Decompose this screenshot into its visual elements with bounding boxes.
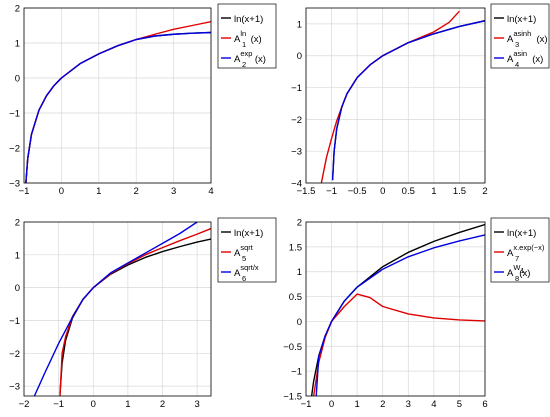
y-tick-label: −3	[291, 147, 302, 158]
legend-label: ln(x+1)	[507, 228, 536, 239]
y-tick-label: 1	[297, 19, 302, 30]
chart-panel-4: −1 0 1 2 3 4 5 6−1.5−1−0.500.511.52ln(x+1)Ax.ex…	[283, 217, 550, 410]
axes-frame	[305, 7, 486, 184]
legend-label: Aasin 4 (x)	[507, 49, 543, 69]
x-tick-label: 0	[91, 399, 96, 410]
plot-area	[306, 222, 485, 396]
chart-panel-1: −1 0 1 2 3 4 −3 −2 −1 0 1 2 ln(x+1) Aln 1 (x)Aexp 2 (x)	[9, 3, 277, 197]
x-tick-label: −1	[53, 399, 64, 410]
y-tick-label: 2	[15, 218, 20, 229]
x-tick-label: 0	[380, 186, 385, 197]
x-tick-label: 4	[208, 186, 213, 197]
legend-label: Ax.exp(−x)7(x)	[507, 243, 550, 263]
x-tick-label: 2	[134, 186, 139, 197]
x-tick-label: 2	[380, 399, 385, 410]
series-line-3	[331, 20, 485, 181]
chart-panel-2: −1.5 −1 −0.5 0 0.5 1 1.5 2 −4 −3 −2 −1 0 1 ln(x+1) Aasi…	[291, 3, 550, 197]
y-tick-label: 1	[297, 267, 302, 278]
x-tick-label: 6	[482, 399, 487, 410]
x-tick-label: 1.5	[453, 186, 466, 197]
series-line-3	[25, 31, 211, 183]
legend-label: Asqrt 5	[234, 243, 254, 263]
x-tick-label: 1	[125, 399, 130, 410]
x-tick-label: −0.5	[348, 186, 367, 197]
x-tick-label: −1	[19, 186, 30, 197]
y-tick-label: −1	[291, 367, 302, 378]
y-tick-label: −2	[9, 144, 20, 155]
x-tick-label: 0	[329, 399, 334, 410]
y-tick-label: −4	[291, 179, 302, 190]
legend-label: Aln 1 (x)	[234, 29, 262, 49]
axes-frame	[23, 7, 212, 184]
legend-label: ln(x+1)	[507, 14, 536, 25]
plot-area	[24, 8, 211, 183]
y-tick-label: 0	[297, 317, 302, 328]
y-tick-label: −3	[9, 179, 20, 190]
axes-frame	[23, 221, 212, 397]
legend: ln(x+1) Aln 1 (x)Aexp 2 (x)	[217, 3, 277, 69]
x-tick-label: 3	[171, 186, 176, 197]
y-tick-label: 1	[15, 250, 20, 261]
x-tick-label: −2	[19, 399, 30, 410]
y-tick-label: 0	[15, 283, 20, 294]
legend-label: AW1 8(x)	[507, 263, 530, 283]
x-tick-label: 2	[160, 399, 165, 410]
x-tick-label: 5	[457, 399, 462, 410]
plot-area	[306, 8, 485, 183]
legend-label: ln(x+1)	[234, 14, 263, 25]
y-tick-label: −1.5	[283, 392, 302, 403]
y-tick-label: 1	[15, 39, 20, 50]
legend-label: Asqrt/x 6	[234, 263, 259, 283]
y-tick-label: 1.5	[289, 242, 302, 253]
legend: ln(x+1) Aasinh 3 (x)Aasin 4 (x)	[490, 3, 550, 69]
x-tick-label: 3	[194, 399, 199, 410]
x-tick-label: 4	[431, 399, 436, 410]
x-tick-label: −1	[301, 399, 312, 410]
legend-label: Aexp 2 (x)	[234, 49, 266, 69]
y-tick-label: −1	[9, 109, 20, 120]
y-tick-label: 0.5	[289, 292, 302, 303]
y-tick-label: 2	[297, 218, 302, 229]
axes-frame	[305, 221, 486, 397]
x-tick-label: 1	[431, 186, 436, 197]
series-line-3	[33, 222, 198, 396]
y-tick-label: −2	[9, 349, 20, 360]
x-tick-label: −1.5	[297, 186, 316, 197]
x-tick-label: 1	[354, 399, 359, 410]
y-tick-label: −3	[9, 382, 20, 393]
y-tick-label: −1	[9, 316, 20, 327]
x-tick-label: 3	[406, 399, 411, 410]
x-tick-label: 0.5	[402, 186, 415, 197]
x-tick-label: 2	[482, 186, 487, 197]
plot-area	[24, 222, 211, 396]
x-tick-label: −1	[326, 186, 337, 197]
x-tick-label: 0	[59, 186, 64, 197]
y-tick-label: 0	[297, 51, 302, 62]
y-tick-label: −1	[291, 83, 302, 94]
series-line-3	[315, 234, 485, 396]
legend-label: Aasinh 3 (x)	[507, 29, 548, 49]
y-tick-label: 0	[15, 74, 20, 85]
legend-label: ln(x+1)	[234, 228, 263, 239]
y-tick-label: −0.5	[283, 342, 302, 353]
x-tick-label: 1	[96, 186, 101, 197]
y-tick-label: 2	[15, 4, 20, 15]
y-tick-label: −2	[291, 115, 302, 126]
